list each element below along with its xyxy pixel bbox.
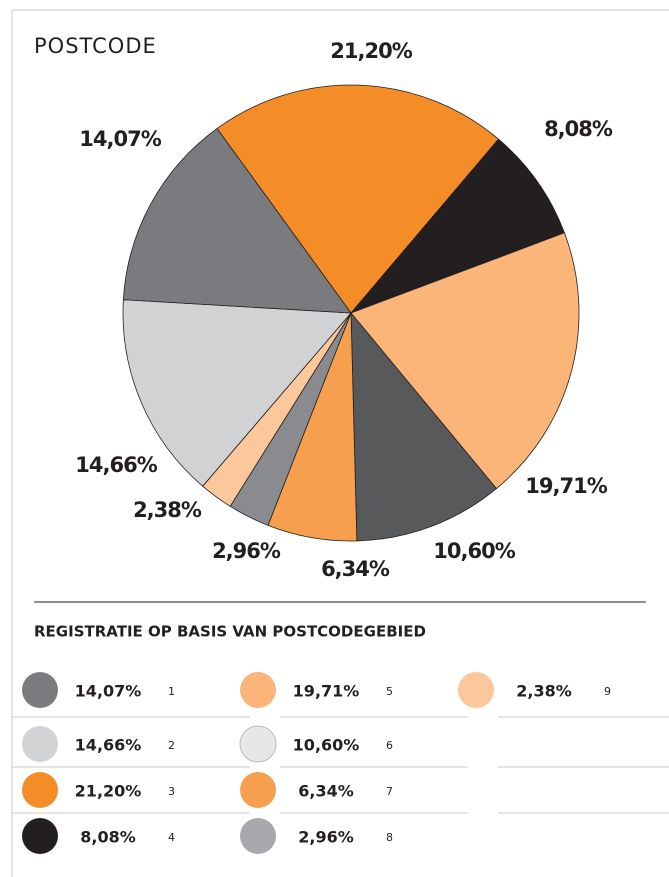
legend-swatch xyxy=(240,818,276,854)
legend-swatch xyxy=(239,725,277,763)
legend-swatch xyxy=(22,818,58,854)
legend-value: 2,38% xyxy=(516,682,572,701)
legend-swatch xyxy=(240,772,276,808)
slice-label: 10,60% xyxy=(433,539,515,563)
legend-number: 1 xyxy=(168,685,175,698)
legend-value: 8,08% xyxy=(80,828,136,847)
legend-value: 14,07% xyxy=(75,682,142,701)
slice-label: 6,34% xyxy=(321,557,390,581)
pie-slice xyxy=(122,127,352,314)
legend-number: 5 xyxy=(386,685,393,698)
legend-number: 9 xyxy=(604,685,611,698)
slice-label: 2,96% xyxy=(212,539,281,563)
legend-number: 6 xyxy=(386,739,393,752)
legend-number: 7 xyxy=(386,785,393,798)
slice-label: 21,20% xyxy=(330,39,412,63)
slice-label: 14,66% xyxy=(75,453,157,477)
slice-label: 2,38% xyxy=(133,498,202,522)
legend-swatch xyxy=(458,672,494,708)
legend-number: 3 xyxy=(168,785,175,798)
legend-number: 8 xyxy=(386,831,393,844)
slice-label: 8,08% xyxy=(544,117,613,141)
legend-value: 14,66% xyxy=(75,736,142,755)
legend-swatch xyxy=(240,672,276,708)
legend-title: REGISTRATIE OP BASIS VAN POSTCODEGEBIED xyxy=(34,623,426,641)
legend-value: 10,60% xyxy=(293,736,360,755)
pie-slice xyxy=(350,232,580,490)
legend-value: 6,34% xyxy=(298,782,354,801)
pie-slice xyxy=(216,84,500,314)
legend-number: 4 xyxy=(168,831,175,844)
legend-number: 2 xyxy=(168,739,175,752)
legend-value: 21,20% xyxy=(75,782,142,801)
legend-value: 2,96% xyxy=(298,828,354,847)
legend-swatch xyxy=(22,772,58,808)
legend-swatch xyxy=(22,672,58,708)
slice-label: 14,07% xyxy=(79,127,161,151)
slice-label: 19,71% xyxy=(525,474,607,498)
legend-swatch xyxy=(22,726,58,762)
legend-value: 19,71% xyxy=(293,682,360,701)
pie-slice xyxy=(349,138,565,314)
chart-title: POSTCODE xyxy=(34,34,157,58)
pie-slice xyxy=(122,299,352,487)
pie-slice xyxy=(350,311,498,542)
